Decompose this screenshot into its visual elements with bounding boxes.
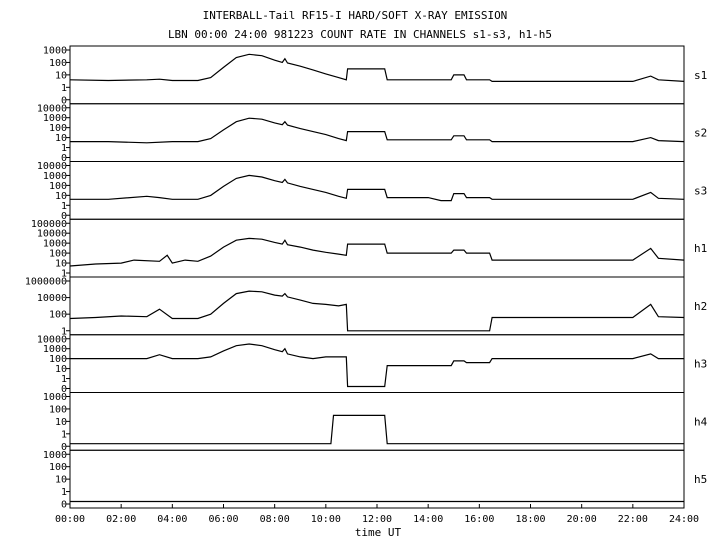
y-tick-label: 100 — [49, 404, 67, 415]
y-tick-label: 1 — [61, 143, 67, 154]
x-tick-label: 06:00 — [208, 514, 238, 525]
y-tick-label: 10 — [55, 191, 67, 202]
y-tick-label: 100 — [49, 58, 67, 69]
series-label-h4: h4 — [694, 415, 708, 428]
y-tick-label: 1 — [61, 201, 67, 212]
y-tick-label: 10 — [55, 259, 67, 270]
x-tick-label: 22:00 — [618, 514, 648, 525]
series-label-s1: s1 — [694, 69, 707, 82]
x-axis-label: time UT — [355, 526, 402, 539]
x-axis: 00:00 02:00 04:00 06:00 08:00 10:00 12:00 14:00… — [55, 504, 699, 525]
y-tick-label: 1000 — [43, 46, 67, 57]
x-tick-label: 08:00 — [260, 514, 290, 525]
x-tick-label: 18:00 — [515, 514, 545, 525]
panel-frame — [69, 45, 685, 105]
series-line-h1 — [69, 237, 685, 267]
x-tick-label: 12:00 — [362, 514, 392, 525]
x-tick-label: 04:00 — [157, 514, 187, 525]
x-tick-label: 00:00 — [55, 514, 85, 525]
series-line-h2 — [69, 290, 685, 332]
y-tick-label: 100 — [49, 123, 67, 134]
chart-title: INTERBALL-Tail RF15-I HARD/SOFT X-RAY EM… — [203, 9, 508, 22]
series-label-s2: s2 — [694, 127, 707, 140]
y-tick-label: 1 — [61, 429, 67, 440]
panel-frame — [69, 449, 685, 509]
y-tick-label: 0 — [61, 500, 67, 511]
series-line-s1 — [69, 53, 685, 82]
y-tick-label: 1 — [61, 83, 67, 94]
x-tick-label: 02:00 — [106, 514, 136, 525]
x-tick-label: 16:00 — [464, 514, 494, 525]
y-tick-label: 1 — [61, 326, 67, 337]
x-tick-label: 14:00 — [413, 514, 443, 525]
x-tick-label: 20:00 — [567, 514, 597, 525]
y-tick-label: 100 — [49, 462, 67, 473]
y-tick-label: 0 — [61, 153, 67, 164]
series-label-s3: s3 — [694, 184, 707, 197]
series-line-s2 — [70, 117, 685, 144]
panel-h2: 1000000 10000 100 1 h2 — [25, 276, 707, 337]
y-tick-label: 10000 — [37, 103, 67, 114]
panels: 10001001010s11000010001001010s2100001000… — [25, 45, 708, 511]
y-tick-label: 1000000 — [25, 277, 67, 288]
x-tick-label: 10:00 — [311, 514, 341, 525]
y-tick-label: 1000 — [43, 392, 67, 403]
panel-frame — [69, 218, 685, 278]
panel-frame — [69, 161, 685, 220]
y-tick-label: 10000 — [37, 334, 67, 345]
series-label-h2: h2 — [694, 300, 707, 313]
y-tick-label: 100 — [49, 249, 67, 260]
y-tick-label: 10 — [55, 417, 67, 428]
y-tick-label: 1000 — [43, 113, 67, 124]
y-tick-label: 1 — [61, 269, 67, 280]
y-tick-label: 100 — [49, 354, 67, 365]
series-label-h3: h3 — [694, 358, 707, 371]
panel-frame — [69, 103, 685, 162]
y-tick-label: 10 — [55, 475, 67, 486]
series-label-h5: h5 — [694, 473, 707, 486]
y-tick-label: 0 — [61, 95, 67, 106]
y-tick-label: 1000 — [43, 450, 67, 461]
y-tick-label: 10000 — [37, 293, 67, 304]
y-tick-label: 1000 — [43, 239, 67, 250]
y-tick-label: 10 — [55, 70, 67, 81]
y-tick-label: 10000 — [37, 161, 67, 172]
y-tick-label: 100 — [49, 181, 67, 192]
y-tick-label: 1000 — [43, 344, 67, 355]
y-tick-label: 0 — [61, 384, 67, 395]
y-tick-label: 10 — [55, 364, 67, 375]
y-tick-label: 100000 — [31, 219, 67, 230]
y-tick-label: 10000 — [37, 229, 67, 240]
panel-frame — [69, 334, 685, 393]
panel-frame — [69, 392, 685, 451]
y-tick-label: 0 — [61, 211, 67, 222]
series-label-h1: h1 — [694, 242, 707, 255]
y-tick-label: 100 — [49, 310, 67, 321]
y-tick-label: 1000 — [43, 171, 67, 182]
series-line-h4 — [70, 414, 684, 445]
panel-frame — [69, 276, 685, 336]
y-tick-label: 10 — [55, 133, 67, 144]
chart-subtitle: LBN 00:00 24:00 981223 COUNT RATE IN CHA… — [168, 28, 552, 41]
y-tick-label: 1 — [61, 487, 67, 498]
x-tick-label: 24:00 — [669, 514, 699, 525]
y-tick-label: 1 — [61, 374, 67, 385]
series-line-s3 — [70, 174, 685, 202]
y-tick-label: 0 — [61, 442, 67, 453]
series-line-h3 — [70, 343, 684, 388]
